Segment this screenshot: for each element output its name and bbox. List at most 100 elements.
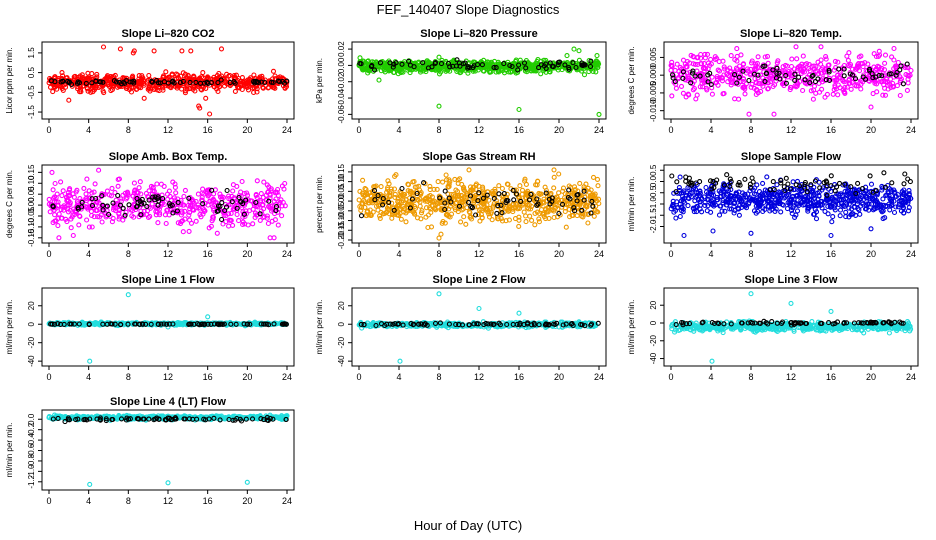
data-point-black (571, 208, 578, 214)
data-point-magenta (115, 183, 121, 189)
data-point-magenta (231, 195, 237, 201)
data-point-black (802, 182, 808, 188)
data-point-magenta (846, 76, 852, 82)
x-tick-label: 4 (86, 372, 91, 382)
x-tick-label: 12 (163, 372, 173, 382)
data-point-black (826, 69, 832, 75)
data-point-magenta (760, 75, 766, 81)
data-point-blue (714, 197, 721, 203)
data-point-black (150, 194, 156, 200)
data-point-blue (893, 204, 899, 210)
data-point-black (778, 177, 784, 184)
data-point-magenta (874, 81, 880, 87)
data-point-black (774, 70, 780, 77)
data-point-blue (764, 174, 770, 180)
x-tick-label: 24 (282, 249, 292, 259)
x-tick-label: 16 (514, 125, 524, 135)
data-point-black (499, 210, 505, 216)
data-point-blue (819, 198, 825, 204)
data-point-orange (428, 209, 434, 216)
data-point-blue (846, 201, 852, 207)
data-point-magenta (173, 190, 179, 196)
x-tick-label: 20 (242, 125, 252, 135)
data-point-black (705, 79, 711, 85)
data-point-black (409, 196, 415, 202)
data-point-magenta (760, 83, 766, 89)
data-point-blue (891, 209, 898, 216)
y-tick-label: 0.5 (27, 67, 36, 79)
data-point-blue (777, 192, 784, 198)
data-point-magenta (694, 92, 700, 98)
data-point-orange (521, 209, 527, 215)
data-point-black (501, 61, 507, 67)
data-point-blue (671, 209, 677, 215)
data-point-magenta (787, 87, 793, 93)
data-point-magenta (876, 48, 882, 54)
data-point-red (173, 71, 179, 77)
x-tick-label: 8 (748, 125, 753, 135)
data-point-magenta (809, 63, 815, 69)
data-point-blue (738, 198, 744, 204)
x-tick-label: 16 (826, 125, 836, 135)
data-point-magenta (687, 69, 693, 75)
data-point-black (148, 321, 154, 327)
data-point-magenta (753, 66, 759, 72)
data-point-orange (556, 190, 562, 196)
data-point-orange (412, 211, 418, 217)
data-point-blue (844, 193, 850, 199)
x-tick-label: 12 (474, 125, 484, 135)
data-point-magenta (771, 75, 777, 81)
data-point-black (171, 80, 177, 86)
data-point-magenta (890, 84, 896, 90)
data-point-orange (440, 179, 446, 185)
data-point-orange (380, 211, 386, 217)
data-point-orange (523, 219, 529, 225)
data-point-black (707, 178, 714, 184)
x-tick-label: 8 (126, 372, 131, 382)
data-point-red (94, 71, 100, 77)
data-point-black (133, 321, 139, 327)
data-point-black (579, 207, 585, 213)
data-point-green (481, 57, 487, 63)
data-point-black (823, 77, 829, 83)
data-point-black (67, 321, 73, 327)
data-point-black (562, 62, 568, 68)
data-point-black (826, 77, 833, 83)
data-point-blue (769, 206, 775, 213)
data-point-green (576, 48, 582, 54)
data-point-green (376, 77, 382, 83)
data-point-magenta (154, 181, 160, 187)
data-point-red (90, 89, 96, 95)
data-point-black (842, 181, 848, 187)
data-point-black (783, 80, 789, 86)
data-point-black (534, 196, 540, 202)
data-point-black (175, 199, 181, 205)
data-point-orange (455, 180, 461, 186)
data-point-magenta (261, 179, 267, 185)
data-point-green (594, 53, 600, 59)
data-point-orange (577, 202, 583, 208)
data-point-black (792, 71, 798, 77)
data-point-magenta (206, 225, 212, 231)
data-point-black (106, 211, 112, 218)
data-point-magenta (734, 58, 740, 64)
data-point-magenta (830, 91, 836, 97)
data-point-blue (722, 208, 728, 214)
data-point-orange (448, 211, 455, 217)
data-point-magenta (163, 220, 169, 227)
data-point-magenta (716, 59, 722, 65)
x-tick-label: 0 (46, 372, 51, 382)
data-point-black (570, 60, 576, 66)
data-point-black (273, 208, 279, 214)
data-point-red (128, 89, 135, 95)
data-point-black (465, 64, 471, 70)
data-point-green (362, 64, 368, 70)
data-point-cyan (81, 322, 87, 328)
x-tick-label: 8 (436, 249, 441, 259)
data-point-magenta (64, 194, 70, 200)
data-point-orange (529, 203, 535, 210)
data-point-orange (443, 172, 449, 178)
data-point-blue (697, 188, 703, 194)
data-point-orange (458, 199, 464, 205)
